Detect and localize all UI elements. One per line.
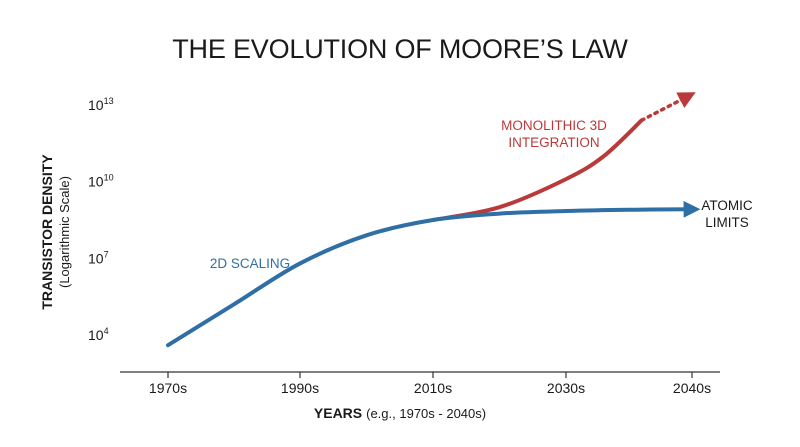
y-axis-label: TRANSISTOR DENSITY (Logarithmic Scale): [39, 154, 72, 310]
x-tick-label: 1970s: [149, 380, 187, 396]
y-tick-label: 1010: [88, 173, 114, 190]
svg-text:YEARS(e.g., 1970s - 2040s): YEARS (e.g., 1970s - 2040s): [314, 405, 486, 421]
series-projection-monolithic-3d: [639, 92, 696, 123]
series-layer: [166, 92, 701, 348]
y-axis-label-main: TRANSISTOR DENSITY: [39, 154, 55, 310]
y-axis-label-note: (Logarithmic Scale): [57, 176, 72, 288]
series-line-2d-scaling: [166, 200, 701, 348]
x-tick-label: 2040s: [673, 380, 711, 396]
series-labels: 2D SCALING MONOLITHIC 3D INTEGRATION ATOMIC…: [210, 118, 753, 271]
x-tick-label: 1990s: [281, 380, 319, 396]
x-axis-label-main: YEARS: [314, 405, 362, 421]
x-tick-label: 2030s: [547, 380, 585, 396]
y-axis-ticks: 104 107 1010 1013: [88, 96, 114, 343]
y-tick-label: 107: [88, 249, 109, 266]
x-axis-label: YEARS (e.g., 1970s - 2040s): [314, 405, 486, 421]
x-axis-ticks: 1970s 1990s 2010s 2030s 2040s: [149, 372, 711, 396]
x-axis-label-note: (e.g., 1970s - 2040s): [366, 406, 486, 421]
y-tick-label: 104: [88, 326, 109, 343]
y-tick-label: 1013: [88, 96, 114, 113]
x-tick-label: 2010s: [414, 380, 452, 396]
series-label-2d-scaling: 2D SCALING: [210, 256, 290, 271]
series-label-monolithic-3d: MONOLITHIC 3D INTEGRATION: [501, 118, 607, 150]
chart-title: THE EVOLUTION OF MOORE’S LAW: [172, 34, 628, 64]
end-label-atomic-limits: ATOMIC LIMITS: [701, 198, 753, 230]
series-line-monolithic-3d: [431, 118, 644, 222]
